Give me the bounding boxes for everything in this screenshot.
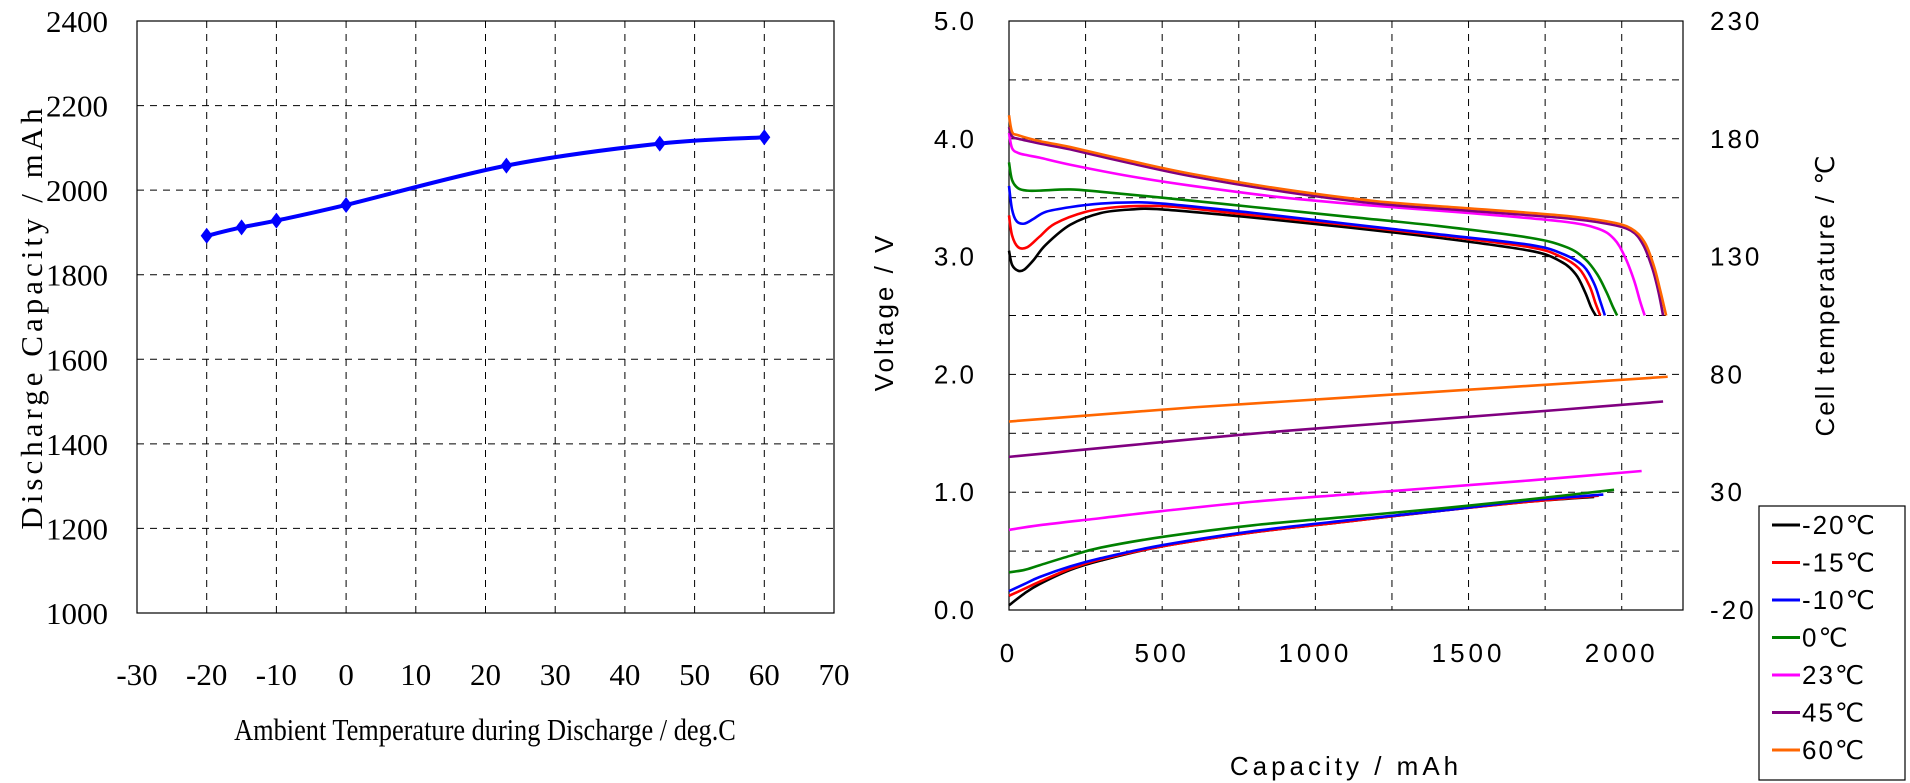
right-y-axis-label: Voltage / V [869, 233, 899, 392]
left-data-point [235, 219, 248, 236]
right-x-tick-label: 2000 [1585, 638, 1659, 668]
legend-label: 23℃ [1802, 660, 1866, 690]
left-gridlines [137, 21, 834, 613]
temperature-curve [1008, 494, 1599, 598]
voltage-curve [1007, 126, 1665, 316]
left-x-tick-label: 10 [400, 657, 431, 692]
left-x-tick-label: 40 [609, 657, 640, 692]
right-temperature-tick-label: 80 [1710, 359, 1745, 389]
left-x-tick-label: 50 [679, 657, 710, 692]
capacity-vs-temperature-chart: 1000 1200 1400 1600 1800 2000 2200 2400 -30 -20-… [14, 4, 850, 748]
legend-box [1758, 505, 1906, 781]
left-x-tick-label: -20 [186, 657, 227, 692]
right-temperature-tick-label: 130 [1710, 242, 1762, 272]
right-temperature-tick-label: 230 [1710, 6, 1762, 36]
left-series [200, 129, 771, 244]
left-x-tick-label: 30 [540, 657, 571, 692]
voltage-curve [1007, 162, 1619, 317]
right-voltage-tick-label: 0.0 [934, 595, 976, 625]
left-data-point [758, 129, 771, 146]
legend-label: 60℃ [1802, 735, 1866, 765]
right-voltage-tick-label: 2.0 [934, 359, 976, 389]
right-temperature-tick-labels: -20 30 80 130 180 230 [1710, 6, 1762, 625]
left-x-tick-label: 0 [338, 657, 354, 692]
left-x-axis-label: Ambient Temperature during Discharge / d… [234, 713, 736, 747]
left-y-tick-label: 1200 [46, 511, 108, 546]
left-y-tick-labels: 1000 1200 1400 1600 1800 2000 2200 2400 [46, 4, 108, 631]
voltage-curve [1007, 115, 1668, 316]
left-y-tick-label: 1000 [46, 596, 108, 631]
right-voltage-tick-label: 5.0 [934, 6, 976, 36]
left-x-tick-label: 70 [819, 657, 850, 692]
left-data-point [500, 157, 513, 174]
legend-items: -20℃ -15℃ -10℃ 0℃ 23℃ 45℃ 60℃ [1772, 510, 1877, 765]
right-voltage-tick-label: 4.0 [934, 124, 976, 154]
right-x-tick-label: 1500 [1432, 638, 1506, 668]
right-temperature-tick-label: -20 [1710, 595, 1757, 625]
left-y-tick-label: 2200 [46, 89, 108, 124]
right-x-tick-label: 500 [1134, 638, 1189, 668]
voltage-vs-capacity-chart: 0.0 1.0 2.0 3.0 4.0 5.0 -20 30 80 130 180 230 0 500… [869, 6, 1906, 781]
left-data-point [270, 212, 283, 229]
voltage-curve [1007, 207, 1597, 317]
right-x-tick-label: 0 [1000, 638, 1018, 668]
temperature-curve [1008, 493, 1604, 593]
left-x-tick-labels: -30 -20 -10 0 10 20 30 40 50 60 70 [116, 657, 849, 692]
left-data-point [200, 227, 213, 244]
temperature-curve [1008, 375, 1668, 423]
left-x-tick-label: 60 [749, 657, 780, 692]
right-x-tick-label: 1000 [1278, 638, 1352, 668]
left-data-point [653, 135, 666, 152]
right-voltage-tick-labels: 0.0 1.0 2.0 3.0 4.0 5.0 [934, 6, 976, 625]
temperature-curve [1008, 400, 1664, 459]
legend: -20℃ -15℃ -10℃ 0℃ 23℃ 45℃ 60℃ [1758, 505, 1906, 781]
legend-label: -20℃ [1802, 510, 1877, 540]
legend-label: 45℃ [1802, 698, 1866, 728]
right-voltage-tick-label: 3.0 [934, 242, 976, 272]
right-voltage-tick-label: 1.0 [934, 477, 976, 507]
voltage-curve [1007, 132, 1646, 316]
left-y-tick-label: 1400 [46, 427, 108, 462]
legend-label: -15℃ [1802, 548, 1877, 578]
left-y-tick-label: 2000 [46, 173, 108, 208]
left-x-tick-label: -30 [116, 657, 157, 692]
right-temperature-tick-label: 30 [1710, 477, 1745, 507]
right-series [1007, 115, 1668, 607]
left-y-tick-label: 1800 [46, 258, 108, 293]
voltage-curve [1007, 204, 1602, 316]
left-y-axis-label: Discharge Capacity / mAh [14, 104, 49, 529]
right-y2-axis-label: Cell temperature / ℃ [1810, 153, 1840, 436]
right-x-axis-label: Capacity / mAh [1230, 751, 1462, 781]
right-x-tick-labels: 0 500 1000 1500 2000 [1000, 638, 1659, 668]
temperature-curve [1008, 469, 1642, 532]
left-x-tick-label: -10 [256, 657, 297, 692]
left-plot-frame [136, 20, 835, 614]
legend-label: -10℃ [1802, 585, 1877, 615]
right-plot-frame [1008, 20, 1684, 611]
left-y-tick-label: 2400 [46, 4, 108, 39]
right-temperature-tick-label: 180 [1710, 124, 1762, 154]
left-data-point [340, 196, 353, 213]
legend-label: 0℃ [1802, 623, 1850, 653]
left-y-tick-label: 1600 [46, 342, 108, 377]
temperature-curve [1008, 488, 1615, 574]
left-x-tick-label: 20 [470, 657, 501, 692]
voltage-curve [1007, 185, 1607, 316]
